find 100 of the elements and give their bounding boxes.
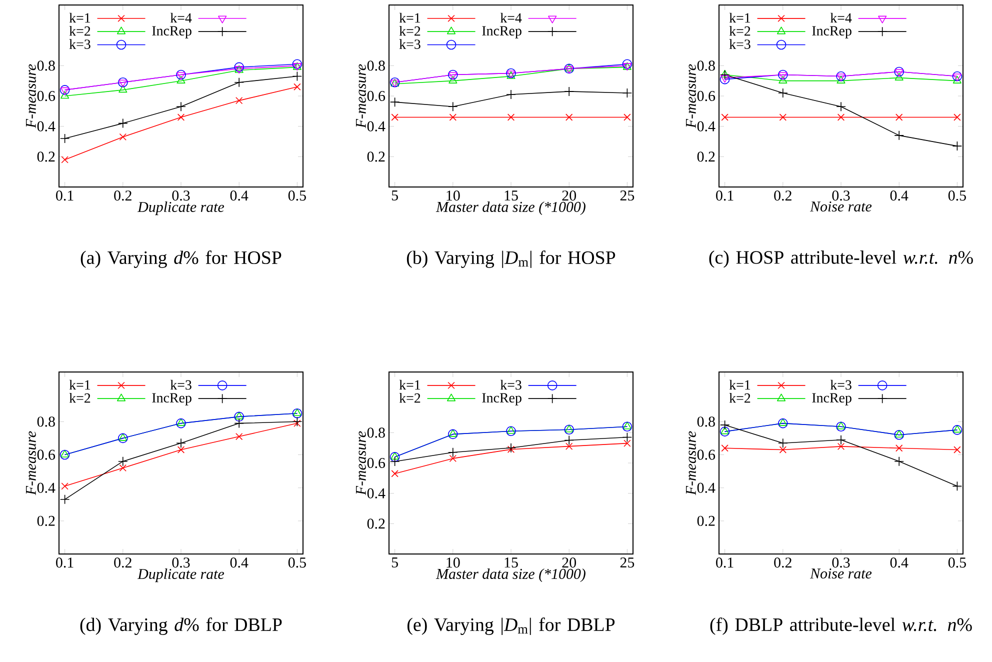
- legend-label: k=2: [729, 26, 750, 36]
- x-tick-label: 10: [446, 558, 460, 568]
- point: [176, 418, 186, 426]
- legend-label: IncRep: [152, 26, 192, 38]
- point: [177, 446, 185, 454]
- point: [778, 438, 788, 448]
- y-tick-label: 0.8: [697, 416, 715, 427]
- legend-label: k=3: [170, 380, 192, 390]
- point: [390, 97, 400, 107]
- point: [176, 76, 186, 84]
- y-tick-label: 0.4: [367, 488, 386, 498]
- point: [506, 90, 516, 100]
- x-axis-title: Master data size (*1000): [436, 568, 586, 582]
- legend-label: IncRep: [482, 393, 522, 406]
- x-tick-label: 0.2: [114, 190, 132, 201]
- point: [390, 456, 400, 466]
- legend-label: k=4: [830, 12, 852, 23]
- legend-label: k=4: [500, 12, 522, 23]
- point: [624, 440, 631, 447]
- y-axis-title: F-measure: [356, 64, 366, 128]
- point: [177, 114, 185, 121]
- x-tick-label: 0.1: [716, 558, 734, 568]
- point: [564, 66, 574, 74]
- y-axis-title: F-measure: [686, 431, 696, 496]
- point: [60, 91, 70, 99]
- point: [234, 418, 244, 428]
- x-tick-label: 0.4: [230, 190, 248, 201]
- point: [234, 412, 244, 420]
- point: [294, 83, 301, 90]
- x-tick-label: 0.5: [288, 558, 306, 568]
- x-tick-label: 25: [620, 558, 634, 568]
- legend-label: IncRep: [482, 26, 522, 38]
- y-tick-label: 0.4: [697, 482, 716, 493]
- legend-label: k=2: [729, 392, 750, 403]
- point: [564, 64, 574, 74]
- point: [837, 442, 845, 450]
- x-tick-label: 5: [392, 190, 398, 200]
- x-tick-label: 0.3: [832, 190, 850, 201]
- y-tick-label: 0.6: [697, 450, 716, 460]
- point: [720, 420, 730, 430]
- point: [391, 114, 398, 121]
- point: [952, 481, 962, 492]
- y-tick-label: 0.4: [37, 482, 56, 493]
- x-tick-label: 0.3: [832, 558, 850, 568]
- point: [506, 426, 516, 434]
- point: [720, 70, 730, 78]
- legend-label: k=3: [69, 39, 90, 49]
- y-tick-label: 0.8: [37, 60, 55, 71]
- x-tick-label: 0.2: [774, 558, 792, 568]
- point: [622, 432, 632, 442]
- point: [176, 72, 186, 80]
- point: [894, 66, 904, 77]
- point: [449, 114, 456, 121]
- x-tick-label: 20: [562, 558, 576, 568]
- point: [778, 70, 788, 80]
- point: [60, 450, 70, 458]
- legend-label: IncRep: [812, 393, 852, 406]
- point: [894, 130, 904, 140]
- legend-label: k=2: [399, 26, 420, 36]
- y-tick-label: 0.6: [37, 90, 56, 102]
- text: (f) DBLP attribute-level w.r.t. n%: [710, 618, 972, 635]
- x-tick-label: 0.1: [716, 190, 734, 201]
- point: [778, 418, 788, 428]
- point: [506, 442, 516, 453]
- y-tick-label: 0.2: [367, 518, 385, 529]
- x-tick-label: 0.4: [230, 558, 248, 568]
- x-axis-title: Master data size (*1000): [436, 201, 586, 216]
- y-tick-label: 0.2: [367, 152, 385, 162]
- point: [292, 71, 302, 82]
- point: [176, 102, 186, 112]
- point: [779, 446, 786, 454]
- point: [294, 420, 301, 427]
- x-tick-label: 0.4: [890, 190, 908, 201]
- y-tick-label: 0.2: [697, 516, 715, 526]
- point: [236, 96, 243, 104]
- legend-label: k=1: [69, 12, 90, 23]
- text: (b) Varying |D$_{m}$| for HOSP: [406, 250, 616, 268]
- point: [622, 422, 632, 432]
- point: [564, 424, 574, 432]
- x-tick-label: 0.2: [774, 190, 792, 201]
- point: [448, 70, 458, 80]
- point: [234, 62, 244, 72]
- point: [61, 482, 68, 490]
- x-tick-label: 0.5: [288, 190, 306, 201]
- y-axis-title: F-measure: [686, 64, 696, 128]
- x-tick-label: 0.2: [114, 558, 132, 568]
- legend-label: k=4: [170, 12, 192, 23]
- text: (a) Varying d% for HOSP: [80, 250, 282, 268]
- point: [836, 71, 846, 82]
- y-tick-label: 0.2: [37, 152, 55, 162]
- x-tick-label: 15: [504, 558, 518, 568]
- point: [292, 59, 302, 70]
- legend-label: k=1: [729, 380, 750, 390]
- point: [837, 114, 845, 121]
- x-tick-label: 0.5: [948, 190, 966, 201]
- point: [118, 433, 128, 441]
- point: [176, 418, 186, 428]
- point: [952, 71, 962, 82]
- point: [449, 454, 456, 462]
- point: [894, 456, 904, 466]
